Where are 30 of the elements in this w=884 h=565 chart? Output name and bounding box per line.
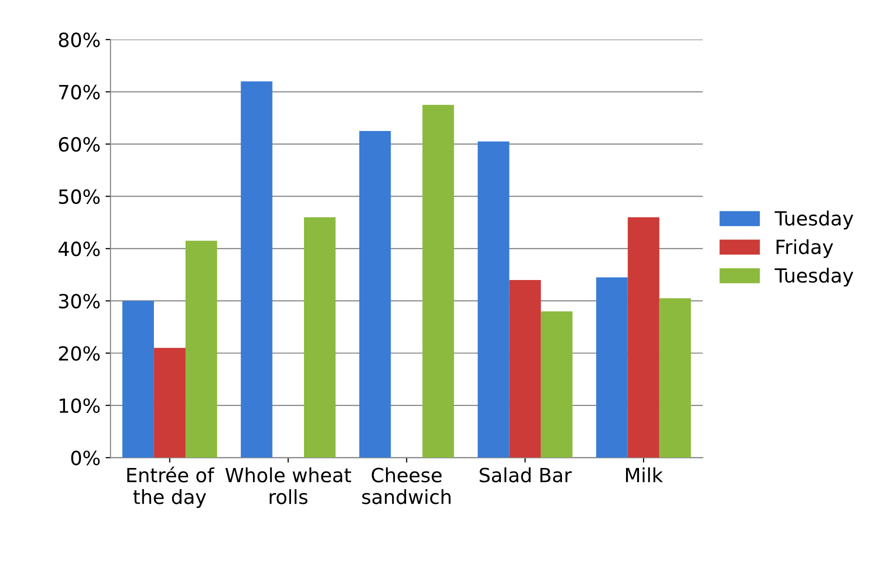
y-tick-label: 0%: [71, 450, 100, 466]
x-tick-label: Salad Bar: [480, 467, 572, 482]
bar: [596, 277, 628, 458]
y-tick-label: 70%: [59, 84, 100, 100]
legend-label: Tuesday: [774, 210, 854, 230]
bar: [359, 131, 391, 458]
y-tick-label: 80%: [58, 32, 100, 48]
bar: [478, 141, 510, 458]
y-tick-label: 10%: [60, 398, 100, 414]
bar: [659, 298, 691, 458]
y-tick-label: 50%: [59, 189, 100, 204]
legend-label: Friday: [776, 239, 834, 258]
x-tick-label: Whole wheat rolls: [225, 467, 352, 504]
bar: [304, 217, 336, 458]
bar: [240, 81, 272, 458]
bar: [122, 300, 154, 458]
y-tick-label: 30%: [59, 294, 100, 309]
bar: [509, 280, 541, 458]
bar: [186, 240, 218, 458]
bar: [154, 348, 186, 458]
y-tick-label: 60%: [58, 137, 100, 152]
legend-label: Tuesday: [774, 268, 854, 287]
y-tick-label: 40%: [58, 242, 100, 256]
bar: [422, 104, 454, 458]
x-tick-label: Milk: [626, 467, 663, 482]
x-tick-label: Entrée of the day: [127, 466, 214, 508]
x-tick-label: Cheese sandwich: [362, 467, 451, 504]
y-tick-label: 20%: [58, 346, 100, 361]
bar: [540, 311, 572, 458]
bar: [628, 217, 660, 458]
